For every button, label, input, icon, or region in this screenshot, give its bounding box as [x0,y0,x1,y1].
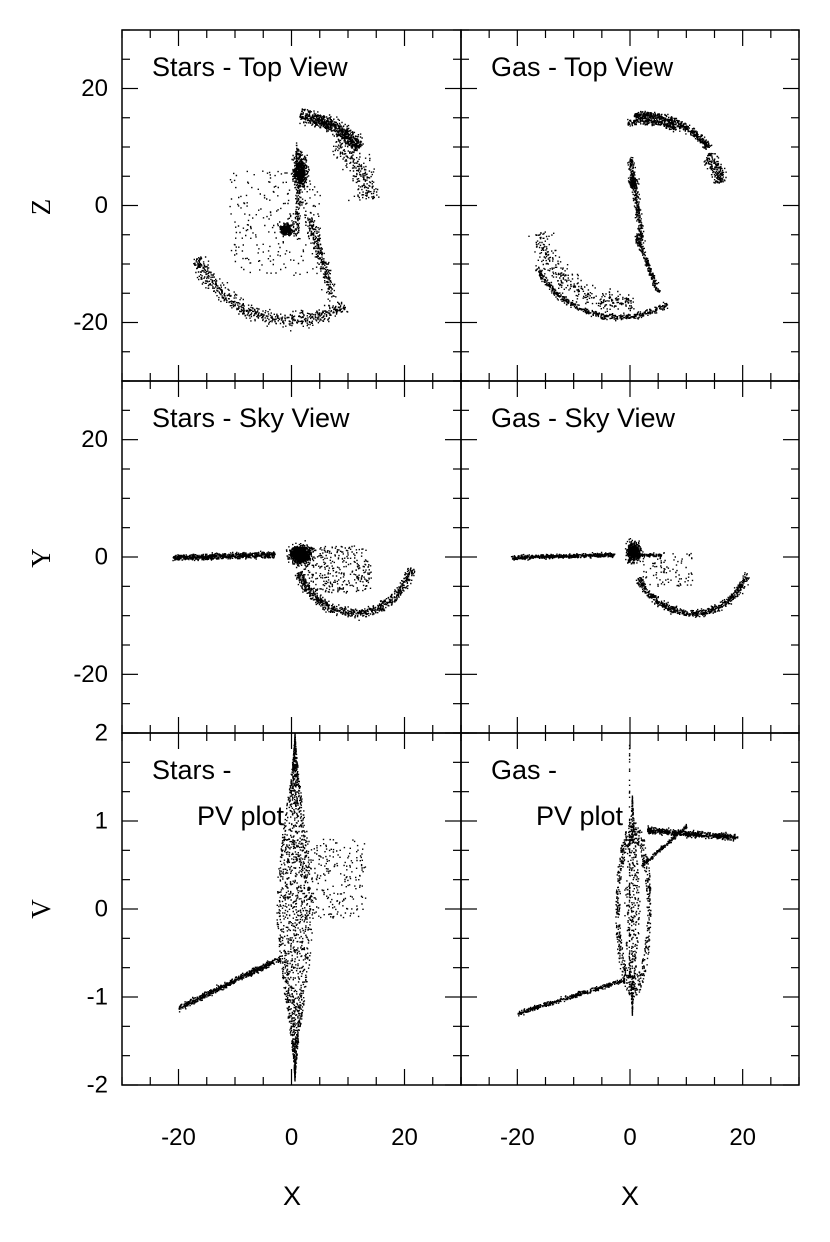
panel-gas-sky-view: Gas - Sky View [460,380,800,734]
panel-title: PV plot [197,801,285,831]
panel-stars-top-view: -20 0 20 Stars - Top View [73,29,462,382]
y-tick-label: -2 [87,1072,108,1099]
scatter-point-cloud [528,110,727,322]
y-tick-label: 2 [95,720,108,747]
y-axis-label-v: V [26,899,56,919]
axis-ticks [121,732,462,1086]
y-axis-label-z: Z [26,199,56,216]
y-tick-label: 1 [95,808,108,835]
y-tick-label: -20 [73,661,108,688]
x-tick-label: -20 [161,1124,196,1151]
panel-title: Gas - Top View [491,52,674,82]
y-axis-label-y: Y [26,548,56,568]
scatter-points [528,110,727,322]
scatter-point-cloud [178,733,367,1082]
axis-ticks [460,29,800,382]
y-tick-label: -1 [87,984,108,1011]
panel-frame [121,29,462,382]
y-tick-label: 0 [95,896,108,923]
scatter-points [178,733,367,1082]
scatter-points [193,108,380,332]
axis-ticks [121,380,462,734]
scatter-point-cloud [172,540,416,621]
axis-ticks [460,380,800,734]
y-tick-label: 0 [95,192,108,219]
y-tick-label: -20 [73,309,108,336]
scatter-point-cloud [193,108,380,332]
scatter-points [517,744,739,1017]
panel-stars-pv-plot: -2 -1 0 1 2 -20 0 20 Stars - PV plot [87,720,462,1151]
x-axis-label-right: X [621,1181,639,1211]
panel-title: Gas - Sky View [491,403,676,433]
panel-gas-top-view: Gas - Top View [460,29,800,382]
axis-ticks [460,732,800,1086]
panel-gas-pv-plot: -20 0 20 Gas - PV plot [460,732,800,1151]
panel-title: PV plot [536,801,624,831]
scatter-points [172,540,416,621]
x-tick-label: 0 [623,1124,636,1151]
y-tick-label: 0 [95,544,108,571]
panel-title: Stars - Top View [152,52,348,82]
scatter-point-cloud [510,538,750,618]
panel-title: Stars - [152,755,232,785]
panel-frame [460,29,800,382]
scatter-points [510,538,750,618]
y-tick-label: 20 [81,75,108,102]
panel-stars-sky-view: -20 0 20 Stars - Sky View [73,380,462,734]
panel-title: Gas - [491,755,557,785]
x-tick-label: 20 [391,1124,418,1151]
x-tick-label: 0 [285,1124,298,1151]
x-tick-label: 20 [729,1124,756,1151]
axis-ticks [121,29,462,382]
y-tick-label: 20 [81,426,108,453]
x-axis-label-left: X [283,1181,301,1211]
x-tick-label: -20 [500,1124,535,1151]
scatter-point-cloud [517,744,739,1017]
panel-title: Stars - Sky View [152,403,350,433]
